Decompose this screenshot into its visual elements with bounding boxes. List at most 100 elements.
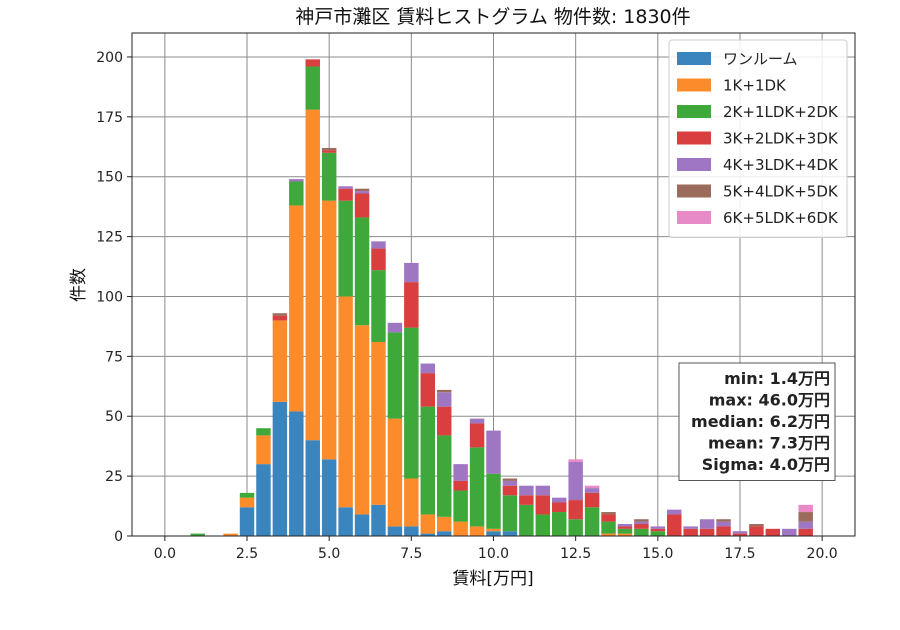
bar-segment (683, 526, 698, 529)
bar-segment (798, 521, 813, 529)
bar-segment (765, 528, 781, 536)
bar-segment (321, 200, 337, 460)
bar-segment (699, 528, 715, 536)
legend: ワンルーム 1K+1DK 2K+1LDK+2DK 3K+2LDK+3DK 4K+3LDK… (668, 39, 848, 238)
bar-segment (453, 464, 468, 481)
x-tick-label: 12.5 (560, 546, 591, 562)
legend-swatch (677, 78, 711, 92)
bar-segment (634, 519, 649, 522)
bar-segment (420, 363, 436, 374)
bar-segment (420, 373, 436, 407)
bar-segment (272, 401, 288, 536)
bar-segment (223, 533, 238, 536)
bar-segment (387, 418, 403, 527)
bar-segment (239, 492, 255, 498)
legend-swatch (677, 211, 711, 224)
bar-segment (436, 435, 452, 517)
bars (190, 59, 813, 536)
bar-segment (469, 418, 485, 424)
legend-swatch (677, 105, 711, 118)
bar-segment (387, 332, 403, 419)
stats-line: median: 6.2万円 (691, 412, 830, 431)
bar-segment (272, 315, 288, 321)
bar-segment (338, 188, 353, 201)
bar-segment (519, 504, 534, 536)
bar-segment (502, 531, 518, 536)
bar-segment (749, 524, 764, 527)
bar-segment (667, 509, 682, 515)
bar-segment (634, 528, 649, 536)
bar-segment (436, 389, 452, 393)
x-ticks: 0.0 2.5 5.0 7.5 10.0 12.5 15.0 17.5 20.0 (154, 536, 838, 562)
bar-segment (798, 504, 813, 513)
bar-segment (716, 526, 731, 536)
bar-segment (551, 502, 567, 513)
bar-segment (453, 490, 468, 522)
y-tick-label: 75 (105, 349, 123, 365)
x-tick-label: 0.0 (154, 546, 176, 562)
bar-segment (305, 109, 320, 441)
bar-segment (486, 531, 501, 536)
x-tick-label: 10.0 (478, 546, 509, 562)
bar-segment (617, 533, 633, 536)
bar-segment (502, 478, 518, 481)
bar-segment (256, 464, 271, 536)
bar-segment (617, 528, 633, 534)
stats-box: min: 1.4万円 max: 46.0万円 median: 6.2万円 mean: … (678, 362, 836, 481)
bar-segment (568, 461, 583, 501)
y-ticks: 0 25 50 75 100 125 150 175 200 (96, 50, 132, 545)
bar-segment (486, 528, 501, 532)
bar-segment (354, 514, 370, 536)
bar-segment (568, 500, 583, 520)
bar-segment (469, 423, 485, 448)
bar-segment (519, 485, 534, 496)
bar-segment (371, 341, 386, 505)
bar-segment (453, 521, 468, 536)
stats-frame (678, 362, 836, 481)
bar-segment (404, 327, 419, 479)
bar-segment (617, 526, 633, 529)
legend-label: 4K+3LDK+4DK (723, 156, 839, 174)
bar-segment (404, 478, 419, 527)
stats-line: Sigma: 4.0万円 (702, 455, 830, 474)
bar-segment (371, 241, 386, 249)
bar-segment (634, 524, 649, 529)
bar-segment (354, 188, 370, 192)
bar-segment (601, 521, 616, 534)
bar-segment (486, 430, 501, 474)
bar-segment (354, 191, 370, 194)
bar-segment (436, 531, 452, 536)
bar-segment (239, 507, 255, 536)
bar-segment (469, 447, 485, 527)
x-tick-label: 17.5 (724, 546, 755, 562)
bar-segment (436, 516, 452, 532)
bar-segment (371, 270, 386, 342)
bar-segment (601, 533, 616, 536)
grid (132, 33, 855, 537)
bar-segment (502, 480, 518, 486)
bar-segment (190, 533, 205, 536)
bar-segment (404, 262, 419, 283)
bar-segment (404, 526, 419, 536)
bar-segment (732, 533, 748, 536)
y-tick-label: 200 (96, 50, 123, 66)
bar-segment (289, 205, 304, 412)
bar-segment (420, 533, 436, 536)
legend-swatch (677, 158, 711, 171)
bar-segment (469, 526, 485, 536)
bar-segment (321, 459, 337, 536)
bar-segment (601, 514, 616, 522)
bar-segment (436, 406, 452, 436)
bar-segment (338, 296, 353, 508)
bar-segment (354, 193, 370, 218)
legend-label: ワンルーム (723, 50, 798, 68)
bar-segment (634, 521, 649, 525)
bar-segment (502, 485, 518, 496)
legend-swatch (677, 52, 711, 65)
bar-segment (486, 473, 501, 529)
y-tick-label: 100 (96, 289, 123, 305)
y-tick-label: 175 (96, 110, 123, 126)
bar-segment (551, 512, 567, 536)
bar-segment (354, 325, 370, 515)
x-axis-label: 賃料[万円] (452, 569, 533, 589)
